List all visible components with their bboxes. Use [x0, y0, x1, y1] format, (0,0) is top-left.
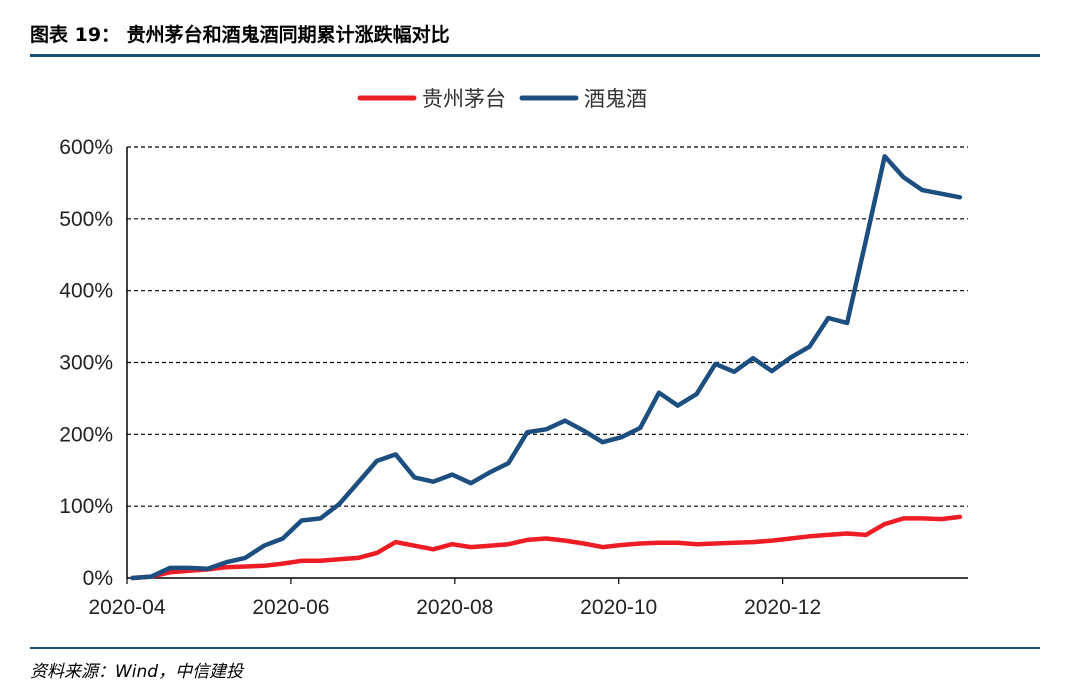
y-tick-label: 0%	[83, 567, 113, 590]
legend-label: 酒鬼酒	[584, 88, 647, 111]
legend: 贵州茅台 酒鬼酒	[357, 88, 647, 111]
legend-label: 贵州茅台	[422, 88, 506, 111]
figure-title: 图表 19： 贵州茅台和酒鬼酒同期累计涨跌幅对比	[30, 24, 450, 46]
y-tick-label: 500%	[59, 208, 113, 231]
y-tick-label: 100%	[59, 495, 113, 518]
y-tick-labels: 0% 100% 200% 300% 400% 500% 600%	[59, 136, 113, 590]
y-tick-label: 400%	[59, 280, 113, 303]
x-tick-label: 2020-06	[252, 596, 329, 619]
x-tick-label: 2020-10	[580, 596, 657, 619]
x-tick-labels: 2020-04 2020-06 2020-08 2020-10 2020-12	[88, 596, 821, 619]
y-tick-label: 600%	[59, 136, 113, 159]
x-tick-label: 2020-04	[88, 596, 165, 619]
y-tick-label: 200%	[59, 423, 113, 446]
series-line-2	[130, 154, 963, 581]
x-tick-label: 2020-08	[416, 596, 493, 619]
grid-lines	[127, 146, 968, 507]
axes	[126, 147, 968, 584]
header-rule	[30, 54, 1040, 57]
source-note: 资料来源：Wind，中信建投	[30, 662, 244, 682]
x-tick-label: 2020-12	[744, 596, 821, 619]
series-line-1	[130, 514, 963, 581]
series-lines	[130, 154, 963, 581]
footer-rule	[30, 647, 1040, 649]
y-tick-label: 300%	[59, 352, 113, 375]
